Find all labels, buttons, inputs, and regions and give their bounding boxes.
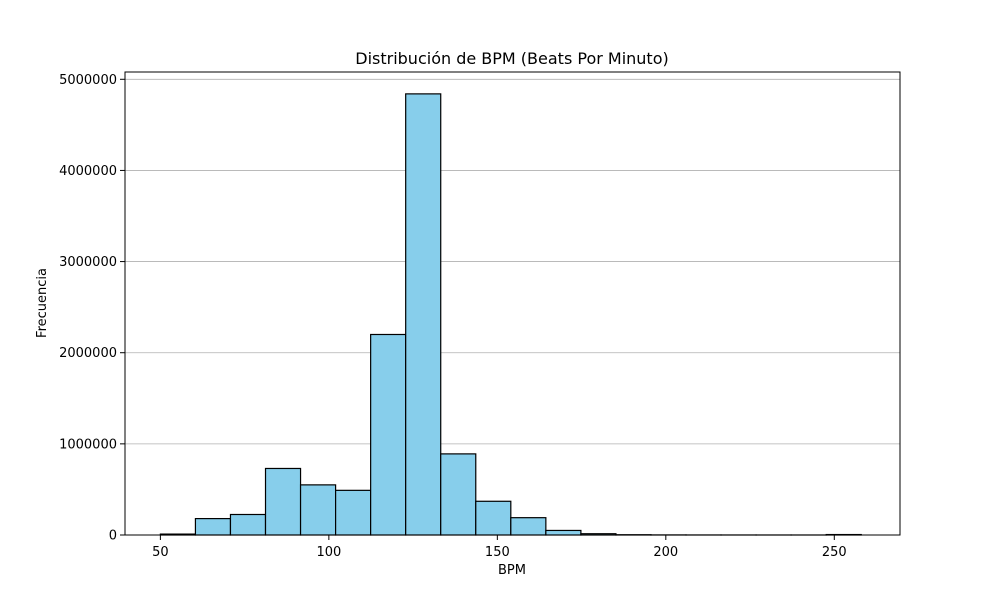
y-axis-ticks: 0 1000000 2000000 3000000 4000000 5000000 bbox=[59, 73, 125, 544]
histogram-bars bbox=[159, 93, 862, 536]
x-tick-label: 150 bbox=[485, 545, 510, 560]
y-tick-label: 1000000 bbox=[59, 437, 117, 452]
y-tick-label: 2000000 bbox=[59, 346, 117, 361]
histogram-bar bbox=[334, 489, 372, 536]
y-tick-label: 0 bbox=[109, 529, 117, 544]
chart-title: Distribución de BPM (Beats Por Minuto) bbox=[355, 49, 668, 68]
histogram-bar bbox=[299, 484, 337, 536]
plot-frame bbox=[124, 71, 901, 536]
histogram-bar bbox=[475, 500, 512, 536]
histogram-bar bbox=[194, 517, 232, 536]
y-tick-label: 5000000 bbox=[59, 73, 117, 88]
histogram-bar bbox=[545, 529, 582, 536]
gridlines bbox=[125, 78, 900, 536]
histogram-bar bbox=[440, 453, 477, 536]
histogram-bar bbox=[229, 513, 267, 536]
x-tick-label: 100 bbox=[316, 545, 341, 560]
y-tick-label: 3000000 bbox=[59, 255, 117, 270]
x-tick-label: 250 bbox=[822, 545, 847, 560]
x-axis-ticks: 50 100 150 200 250 bbox=[152, 535, 847, 560]
x-tick-label: 200 bbox=[653, 545, 678, 560]
y-axis-label: Frecuencia bbox=[35, 268, 50, 338]
histogram-bar bbox=[264, 467, 302, 536]
y-tick-label: 4000000 bbox=[59, 164, 117, 179]
x-axis-label: BPM bbox=[498, 563, 526, 578]
histogram-bar bbox=[510, 517, 547, 536]
x-tick-label: 50 bbox=[152, 545, 169, 560]
histogram-bar bbox=[405, 93, 442, 536]
histogram-bar bbox=[370, 333, 407, 536]
